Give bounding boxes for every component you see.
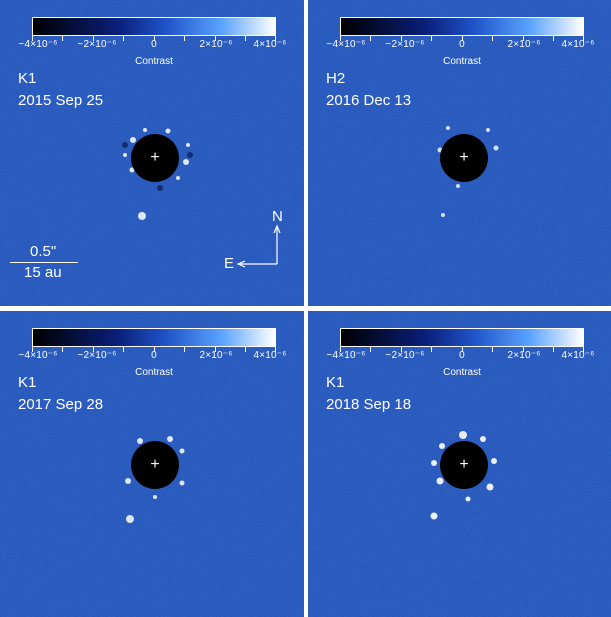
noise-background <box>308 0 611 306</box>
scale-physical: 15 au <box>24 264 62 281</box>
compass-east: E <box>224 255 235 272</box>
tick-label: 2×10⁻⁶ <box>507 39 541 50</box>
tick-label: 4×10⁻⁶ <box>253 350 287 361</box>
star-marker: + <box>150 149 160 166</box>
scale-bar <box>10 262 78 263</box>
compass-arrows <box>236 224 281 268</box>
tick-label: 0 <box>151 39 157 50</box>
colorbar <box>340 328 584 347</box>
tick-label: −2×10⁻⁶ <box>77 39 117 50</box>
colorbar-ticks <box>340 36 584 42</box>
tick-label: −4×10⁻⁶ <box>326 39 366 50</box>
date-label: 2016 Dec 13 <box>326 92 412 109</box>
band-label: K1 <box>18 374 37 391</box>
tick-label: −2×10⁻⁶ <box>385 350 425 361</box>
band-label: K1 <box>18 70 37 87</box>
tick-label: 4×10⁻⁶ <box>561 39 595 50</box>
image-panel-1: −4×10⁻⁶ −2×10⁻⁶ 0 2×10⁻⁶ 4×10⁻⁶ Contrast… <box>0 0 304 306</box>
date-label: 2018 Sep 18 <box>326 396 412 413</box>
tick-label: −4×10⁻⁶ <box>18 350 58 361</box>
star-marker: + <box>459 456 469 473</box>
tick-label: −2×10⁻⁶ <box>77 350 117 361</box>
tick-label: 0 <box>151 350 157 361</box>
tick-label: 4×10⁻⁶ <box>253 39 287 50</box>
star-marker: + <box>150 456 160 473</box>
tick-label: 2×10⁻⁶ <box>199 350 233 361</box>
tick-label: 0 <box>459 39 465 50</box>
coronagraph-mask <box>440 134 488 182</box>
date-label: 2017 Sep 28 <box>18 396 104 413</box>
tick-label: 2×10⁻⁶ <box>507 350 541 361</box>
coronagraph-mask <box>131 441 179 489</box>
compass-north: N <box>272 208 283 225</box>
tick-label: 4×10⁻⁶ <box>561 350 595 361</box>
tick-label: −4×10⁻⁶ <box>326 350 366 361</box>
tick-label: −4×10⁻⁶ <box>18 39 58 50</box>
tick-label: 0 <box>459 350 465 361</box>
colorbar-ticks <box>32 347 276 353</box>
colorbar <box>340 17 584 36</box>
tick-label: 2×10⁻⁶ <box>199 39 233 50</box>
colorbar-title: Contrast <box>443 56 481 67</box>
colorbar-title: Contrast <box>443 367 481 378</box>
colorbar-ticks <box>32 36 276 42</box>
band-label: K1 <box>326 374 345 391</box>
colorbar-ticks <box>340 347 584 353</box>
colorbar-title: Contrast <box>135 367 173 378</box>
image-panel-2: −4×10⁻⁶ −2×10⁻⁶ 0 2×10⁻⁶ 4×10⁻⁶ Contrast… <box>308 0 611 306</box>
colorbar <box>32 17 276 36</box>
star-marker: + <box>459 149 469 166</box>
coronagraph-mask <box>440 441 488 489</box>
scale-angular: 0.5" <box>30 243 57 260</box>
compass: N E <box>222 208 292 278</box>
tick-label: −2×10⁻⁶ <box>385 39 425 50</box>
date-label: 2015 Sep 25 <box>18 92 104 109</box>
image-panel-3: −4×10⁻⁶ −2×10⁻⁶ 0 2×10⁻⁶ 4×10⁻⁶ Contrast… <box>0 311 304 617</box>
image-panel-4: −4×10⁻⁶ −2×10⁻⁶ 0 2×10⁻⁶ 4×10⁻⁶ Contrast… <box>308 311 611 617</box>
coronagraph-mask <box>131 134 179 182</box>
band-label: H2 <box>326 70 346 87</box>
colorbar-title: Contrast <box>135 56 173 67</box>
colorbar <box>32 328 276 347</box>
